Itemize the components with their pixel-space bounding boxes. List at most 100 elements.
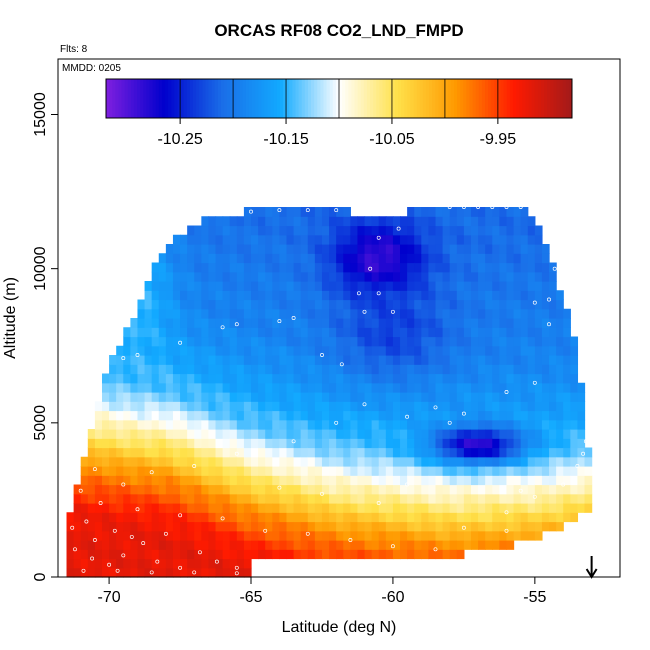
y-tick-label: 15000 [32,92,49,137]
heatmap-cell [499,503,508,513]
heatmap-cell [456,336,465,347]
plot-area [66,205,593,578]
heatmap-cell [243,521,252,532]
heatmap-cell [485,207,493,217]
heatmap-cell [151,318,160,328]
heatmap-cell [172,419,181,430]
heatmap-cell [116,558,124,569]
heatmap-cell [407,540,415,550]
heatmap-cell [329,207,337,217]
heatmap-cell [279,216,288,227]
heatmap-cell [243,281,252,291]
heatmap-cell [428,364,437,375]
heatmap-cell [470,438,479,449]
heatmap-cell [385,299,394,310]
heatmap-cell [180,318,188,328]
heatmap-cell [485,253,493,264]
heatmap-cell [343,521,351,532]
heatmap-cell [201,244,210,254]
heatmap-cell [101,447,110,458]
heatmap-cell [492,493,500,504]
heatmap-cell [563,419,571,430]
heatmap-cell [180,567,188,578]
heatmap-cell [350,244,359,254]
heatmap-cell [527,503,536,513]
heatmap-cell [307,207,316,217]
heatmap-cell [272,308,280,319]
heatmap-cell [123,503,131,513]
heatmap-cell [123,521,131,532]
heatmap-cell [109,373,117,384]
heatmap-cell [236,456,245,467]
heatmap-cell [215,530,224,541]
heatmap-cell [286,521,295,532]
heatmap-cell [229,484,238,495]
heatmap-cell [407,271,415,282]
heatmap-cell [485,512,493,523]
colorbar-cell [453,79,458,118]
colorbar-cell [140,79,144,118]
heatmap-cell [378,244,387,254]
heatmap-cell [172,521,181,532]
heatmap-cell [478,281,486,291]
heatmap-cell [123,512,131,523]
heatmap-cell [215,484,224,495]
heatmap-cell [499,207,508,217]
heatmap-cell [499,484,508,495]
heatmap-cell [201,345,210,356]
heatmap-cell [258,271,266,282]
heatmap-cell [478,207,486,217]
heatmap-cell [385,336,394,347]
heatmap-cell [251,373,259,384]
heatmap-cell [392,503,401,513]
heatmap-cell [165,503,174,513]
heatmap-cell [272,549,280,560]
heatmap-cell [506,216,515,227]
heatmap-cell [109,447,117,458]
heatmap-cell [172,345,181,356]
heatmap-cell [229,345,238,356]
heatmap-cell [293,290,302,301]
heatmap-cell [236,521,245,532]
heatmap-cell [584,466,593,476]
sample-point [112,528,117,533]
heatmap-cell [180,271,188,282]
heatmap-cell [456,308,465,319]
heatmap-cell [343,530,351,541]
heatmap-cell [286,345,295,356]
colorbar-cell [531,79,536,118]
heatmap-cell [506,438,515,449]
heatmap-cell [321,493,330,504]
heatmap-cell [478,225,486,236]
heatmap-cell [478,345,486,356]
heatmap-cell [428,530,437,541]
heatmap-cell [364,447,373,458]
heatmap-cell [215,558,224,569]
heatmap-cell [371,466,380,476]
heatmap-cell [378,308,387,319]
heatmap-cell [549,373,557,384]
heatmap-cell [123,419,131,430]
sample-point [115,568,120,573]
heatmap-cell [435,253,444,264]
heatmap-cell [400,392,408,402]
heatmap-cell [534,336,543,347]
heatmap-cell [265,530,273,541]
heatmap-cell [300,401,309,412]
heatmap-cell [187,512,195,523]
heatmap-cell [407,429,415,439]
heatmap-cell [520,521,529,532]
heatmap-cell [151,308,160,319]
heatmap-cell [350,429,359,439]
heatmap-cell [499,253,508,264]
heatmap-cell [87,438,96,449]
heatmap-cell [94,475,103,486]
heatmap-cell [577,392,586,402]
heatmap-cell [506,429,515,439]
heatmap-cell [101,549,110,560]
colorbar-cell [565,79,570,118]
heatmap-cell [300,364,309,375]
heatmap-cell [499,355,508,365]
colorbar-cell [289,79,293,118]
heatmap-cell [513,253,522,264]
